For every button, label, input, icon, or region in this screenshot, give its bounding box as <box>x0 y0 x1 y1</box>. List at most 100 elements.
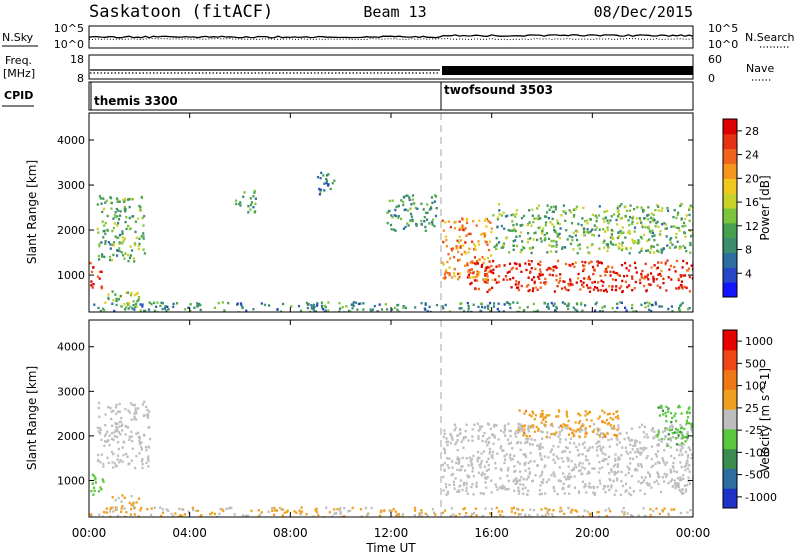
velocity-cell <box>487 463 490 467</box>
power-cell <box>639 219 642 222</box>
power-cell <box>115 207 118 211</box>
power-cell <box>297 304 301 308</box>
power-cell <box>610 228 613 232</box>
velocity-cell <box>620 470 623 474</box>
power-cell <box>556 232 559 235</box>
power-cell <box>484 232 487 235</box>
velocity-cell <box>632 490 635 493</box>
velocity-cell <box>629 462 632 465</box>
velocity-cell <box>638 451 642 455</box>
power-cell <box>660 251 663 254</box>
power-cell <box>572 306 575 309</box>
velocity-cell <box>305 513 308 516</box>
power-cell <box>534 231 537 234</box>
velocity-cell <box>130 430 133 434</box>
power-cell <box>686 269 690 272</box>
power-cell <box>588 278 592 281</box>
power-cell <box>498 265 501 268</box>
power-cell <box>684 235 687 238</box>
velocity-cell <box>664 463 667 466</box>
power-cell <box>690 235 693 238</box>
velocity-cell <box>487 441 490 445</box>
power-cell <box>112 253 115 257</box>
power-cell <box>582 269 585 273</box>
power-cell <box>476 270 479 273</box>
power-cell <box>607 222 610 225</box>
power-cell <box>462 310 466 312</box>
velocity-cell <box>456 449 459 452</box>
power-cell <box>659 286 662 289</box>
power-cell <box>483 306 486 309</box>
velocity-cell <box>458 485 461 488</box>
power-cell <box>681 225 684 228</box>
velocity-cell <box>515 507 519 511</box>
power-cell <box>434 214 438 218</box>
power-cell <box>468 247 471 250</box>
power-cell <box>510 268 513 271</box>
velocity-cell <box>383 509 386 512</box>
power-cell <box>611 288 614 291</box>
power-cell <box>325 181 328 185</box>
velocity-cell <box>503 455 506 458</box>
velocity-cell <box>488 447 492 451</box>
power-cell <box>441 305 444 308</box>
power-cell <box>592 234 595 237</box>
power-cell <box>631 220 634 224</box>
velocity-cell <box>506 438 510 441</box>
power-cell <box>598 228 601 231</box>
velocity-cell <box>503 426 506 429</box>
velocity-cell <box>646 483 649 486</box>
power-cell <box>620 285 623 288</box>
velocity-cell <box>657 429 660 432</box>
power-cell <box>559 227 562 230</box>
power-cell <box>370 309 373 312</box>
velocity-cell <box>531 479 534 482</box>
velocity-cell <box>686 430 689 434</box>
power-cell <box>423 216 426 219</box>
velocity-cell <box>519 470 522 473</box>
power-cell <box>568 209 571 212</box>
velocity-cell <box>459 428 462 432</box>
colorbar-tick-label: -100 <box>745 446 770 459</box>
power-cell <box>533 232 536 235</box>
power-cell <box>113 222 116 225</box>
velocity-cell <box>614 459 617 462</box>
velocity-cell <box>640 463 643 466</box>
velocity-cell <box>460 465 463 468</box>
power-cell <box>690 264 693 267</box>
power-cell <box>474 245 477 248</box>
velocity-cell <box>147 455 150 458</box>
velocity-cell <box>126 455 129 458</box>
power-cell <box>489 310 492 312</box>
velocity-cell <box>673 414 676 418</box>
power-cell <box>104 201 107 204</box>
power-cell <box>426 218 429 221</box>
velocity-cell <box>581 480 584 483</box>
power-cell <box>668 268 671 271</box>
velocity-cell <box>484 481 487 484</box>
velocity-cell <box>451 472 454 476</box>
power-cell <box>473 256 477 259</box>
velocity-cell <box>679 430 682 434</box>
power-cell <box>586 222 589 225</box>
power-cell <box>113 309 116 312</box>
power-cell <box>537 262 540 266</box>
velocity-cell <box>621 446 624 449</box>
power-cell <box>446 271 449 275</box>
power-cell <box>678 309 682 312</box>
power-cell <box>598 310 602 312</box>
velocity-cell <box>576 428 579 431</box>
velocity-cell <box>486 444 489 447</box>
velocity-cell <box>568 477 571 481</box>
power-cell <box>492 268 495 271</box>
velocity-cell <box>628 439 631 442</box>
power-cell <box>243 191 246 194</box>
colorbar-tick-label: 28 <box>745 125 759 138</box>
velocity-cell <box>562 482 565 486</box>
velocity-cell <box>613 493 616 496</box>
velocity-cell <box>480 452 483 455</box>
power-cell <box>477 273 480 276</box>
velocity-cell <box>562 486 565 490</box>
velocity-cell <box>147 459 150 462</box>
power-cell <box>532 220 535 224</box>
